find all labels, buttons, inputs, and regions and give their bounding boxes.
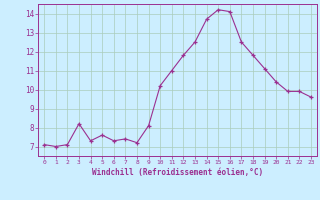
X-axis label: Windchill (Refroidissement éolien,°C): Windchill (Refroidissement éolien,°C)	[92, 168, 263, 177]
